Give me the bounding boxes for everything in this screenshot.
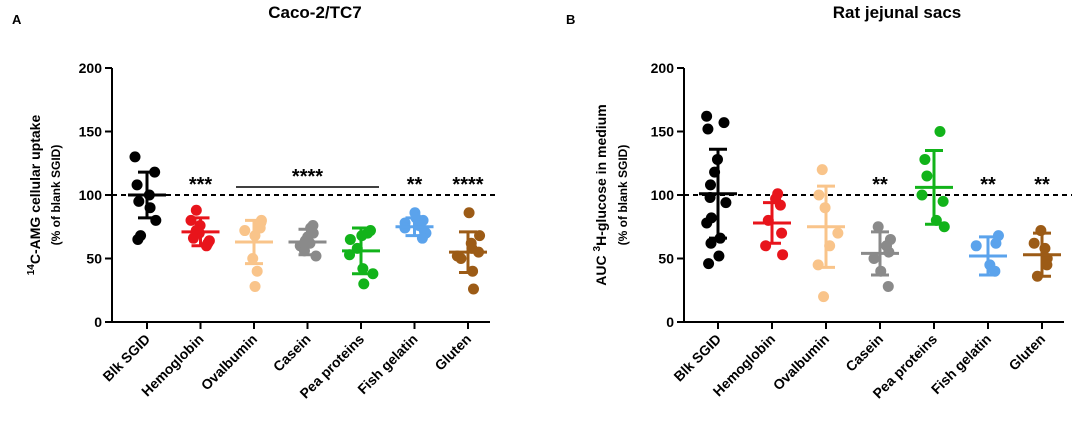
x-tick-label: Ovalbumin: [770, 331, 832, 393]
y-tick-label: 150: [79, 124, 103, 140]
series-hemoglobin: [753, 188, 791, 261]
group-significance-label: ****: [292, 166, 323, 188]
series-pea-proteins: [342, 225, 380, 290]
data-point: [921, 170, 933, 182]
series-gluten: ****: [449, 174, 487, 295]
y-tick-label: 50: [658, 251, 674, 267]
data-point: [990, 237, 1002, 249]
data-point: [187, 232, 199, 244]
data-point: [358, 278, 370, 290]
series-pea-proteins: [915, 126, 953, 233]
x-tick-label: Casein: [842, 331, 886, 375]
data-point: [701, 217, 713, 229]
data-point: [133, 195, 145, 207]
data-point: [367, 268, 379, 280]
chart-title: Caco-2/TC7: [268, 3, 362, 22]
x-tick-label: Blk SGID: [99, 331, 153, 385]
data-point: [713, 250, 725, 262]
x-tick-label: Gluten: [431, 331, 474, 374]
y-tick-label: 0: [666, 314, 674, 330]
data-point: [882, 280, 894, 292]
data-point: [970, 240, 982, 252]
y-tick-label: 0: [94, 314, 102, 330]
panel-a: A Caco-2/TC7 14C-AMG cellular uptake (% of …: [12, 3, 498, 402]
significance-label: **: [1034, 174, 1050, 196]
data-point: [832, 227, 844, 239]
panel-b: B Rat jejunal sacs AUC 3H-glucose in mediu…: [566, 3, 1072, 402]
significance-label: **: [872, 174, 888, 196]
series-gluten: **: [1023, 174, 1061, 282]
y-tick-label: 200: [651, 60, 675, 76]
data-point: [705, 179, 716, 191]
x-tick-label: Gluten: [1005, 331, 1048, 374]
series-fish-gelatin: **: [969, 174, 1007, 277]
x-tick-label: Ovalbumin: [198, 331, 260, 393]
significance-label: ****: [452, 174, 483, 196]
data-point: [916, 189, 928, 201]
data-point: [776, 227, 788, 239]
data-point: [718, 117, 730, 129]
significance-label: **: [407, 174, 423, 196]
series-ovalbumin: [807, 164, 845, 303]
data-point: [705, 237, 717, 249]
y-axis-title: 14C-AMG cellular uptake: [26, 115, 43, 276]
data-point: [777, 249, 789, 261]
y-axis-title: AUC 3H-glucose in medium: [592, 104, 609, 285]
data-point: [818, 291, 830, 303]
data-point: [1041, 259, 1053, 271]
data-point: [249, 280, 261, 292]
data-point: [703, 258, 715, 270]
chart-title: Rat jejunal sacs: [833, 3, 962, 22]
series-fish-gelatin: **: [395, 174, 434, 244]
data-point: [720, 197, 732, 209]
significance-label: ***: [189, 174, 213, 196]
panel-label: A: [12, 12, 22, 27]
data-point: [701, 110, 713, 122]
data-point: [239, 225, 251, 237]
y-axis-subtitle: (% of blank SGID): [49, 145, 63, 246]
data-point: [937, 195, 949, 207]
data-point: [463, 207, 475, 219]
data-point: [131, 179, 143, 191]
data-point: [872, 221, 884, 233]
data-point: [1028, 237, 1040, 249]
series-hemoglobin: ***: [181, 174, 220, 252]
y-tick-label: 100: [651, 187, 675, 203]
y-tick-label: 50: [86, 251, 102, 267]
data-point: [813, 189, 825, 201]
y-axis-subtitle: (% of blank SGID): [616, 145, 630, 246]
series-casein: **: [861, 174, 899, 292]
data-point: [919, 153, 931, 165]
y-tick-label: 150: [651, 124, 675, 140]
x-tick-label: Casein: [270, 331, 314, 375]
series-blk-sgid: [128, 151, 166, 245]
y-tick-label: 100: [79, 187, 103, 203]
data-point: [251, 265, 263, 277]
y-tick-label: 200: [79, 60, 103, 76]
data-point: [868, 253, 880, 264]
data-point: [132, 233, 144, 245]
series-blk-sgid: [699, 110, 737, 270]
series-casein: [288, 219, 327, 262]
series-ovalbumin: [235, 214, 273, 292]
data-point: [702, 123, 714, 135]
x-tick-label: Blk SGID: [670, 331, 724, 385]
data-point: [344, 233, 356, 245]
data-point: [455, 253, 467, 264]
data-point: [934, 126, 946, 137]
panel-label: B: [566, 12, 575, 27]
data-point: [816, 164, 828, 176]
data-point: [467, 283, 479, 295]
significance-label: **: [980, 174, 996, 196]
data-point: [190, 204, 202, 216]
data-point: [129, 151, 141, 163]
